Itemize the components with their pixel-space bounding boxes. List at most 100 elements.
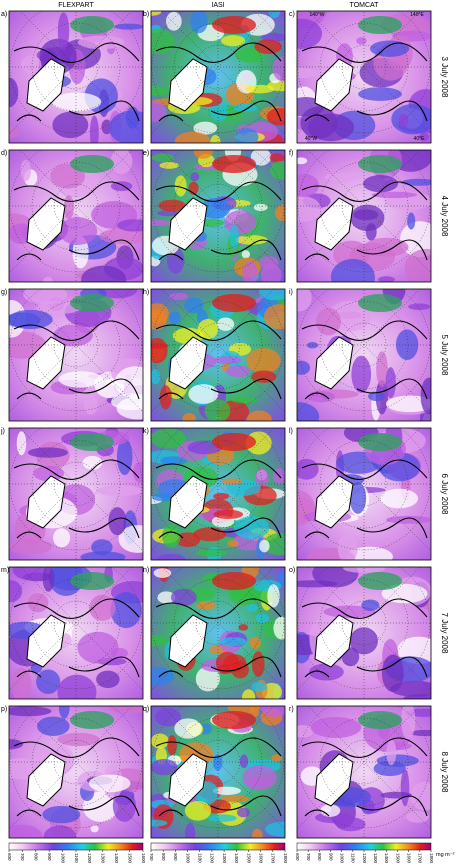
- concentration-blob: [57, 674, 97, 699]
- colorbar-tick-label: 1100: [74, 853, 79, 863]
- colorbar-tick-label: 800: [317, 853, 322, 861]
- colorbar-tick-label: 1500: [395, 853, 400, 864]
- concentration-blob: [407, 212, 416, 230]
- meridian: [151, 567, 275, 691]
- concentration-blob: [356, 37, 367, 45]
- colorbar: [296, 842, 432, 851]
- concentration-blob: [297, 128, 308, 143]
- colorbar-tick-label: 800: [161, 853, 166, 861]
- concentration-blob: [151, 635, 168, 647]
- coastline: [155, 598, 282, 678]
- colorbar-tick-label: 1300: [101, 853, 106, 864]
- concentration-blob: [151, 337, 168, 364]
- concentration-blob: [159, 385, 172, 410]
- concentration-blob: [151, 153, 175, 162]
- concentration-blob: [220, 795, 249, 803]
- plume: [358, 433, 403, 451]
- concentration-blob: [158, 199, 187, 212]
- concentration-blob: [330, 258, 375, 282]
- concentration-blob: [268, 11, 281, 19]
- latitude-circle: [341, 739, 387, 785]
- concentration-blob: [12, 567, 47, 581]
- concentration-blob: [51, 92, 102, 112]
- concentration-blob: [107, 706, 143, 714]
- concentration-blob: [99, 228, 143, 245]
- concentration-blob: [297, 173, 319, 198]
- concentration-blob: [297, 18, 323, 49]
- concentration-blob: [238, 624, 249, 631]
- latitude-circle: [53, 44, 99, 90]
- plume: [358, 155, 403, 173]
- concentration-blob: [263, 532, 285, 556]
- concentration-blob: [398, 113, 409, 128]
- panel-label: m): [1, 567, 9, 574]
- map-panel: [297, 567, 431, 699]
- concentration-blob: [371, 191, 418, 199]
- map-panel: [151, 150, 285, 282]
- concentration-blob: [350, 204, 385, 232]
- map-label: 140°E: [410, 12, 424, 18]
- concentration-blob: [83, 394, 98, 415]
- concentration-blob: [195, 666, 220, 692]
- latitude-circle: [195, 739, 241, 785]
- concentration-blob: [190, 172, 200, 182]
- concentration-blob: [193, 150, 213, 159]
- concentration-blob: [9, 77, 19, 108]
- concentration-blob: [215, 651, 240, 674]
- concentration-blob: [195, 549, 227, 557]
- latitude-circle: [195, 322, 241, 368]
- concentration-blob: [110, 647, 128, 659]
- concentration-blob: [27, 447, 69, 458]
- concentration-blob: [151, 309, 168, 330]
- concentration-blob: [246, 410, 272, 421]
- coastline: [301, 320, 428, 400]
- map-panel: [9, 706, 143, 838]
- map-panel: [297, 150, 431, 282]
- coastline: [155, 737, 282, 817]
- landmass: [26, 58, 66, 112]
- concentration-blob: [406, 810, 430, 823]
- meridian: [297, 11, 421, 135]
- meridian: [9, 11, 133, 135]
- concentration-blob: [310, 716, 362, 739]
- concentration-blob: [199, 723, 212, 735]
- coastline: [155, 181, 282, 261]
- concentration-blob: [193, 121, 218, 135]
- panel-label: l): [289, 428, 293, 435]
- panel-label: e): [143, 150, 149, 157]
- landmass: [314, 753, 354, 807]
- concentration-blob: [43, 825, 77, 838]
- concentration-blob: [57, 12, 70, 51]
- colorbar: [150, 842, 286, 851]
- panel-border: [296, 705, 432, 839]
- concentration-blob: [269, 160, 285, 180]
- concentration-blob: [204, 399, 231, 421]
- latitude-circle: [53, 322, 99, 368]
- concentration-blob: [297, 289, 312, 312]
- concentration-blob: [376, 351, 388, 387]
- concentration-blob: [37, 716, 70, 736]
- meridian: [161, 567, 285, 691]
- landmass: [168, 614, 208, 668]
- concentration-blob: [297, 580, 338, 588]
- landmass: [168, 336, 208, 390]
- panel-label: k): [143, 428, 149, 435]
- concentration-blob: [242, 261, 258, 282]
- concentration-blob: [368, 391, 386, 402]
- panel-label: j): [0, 428, 5, 435]
- concentration-blob: [250, 150, 272, 166]
- concentration-blob: [157, 210, 180, 217]
- concentration-blob: [58, 371, 103, 388]
- concentration-blob: [363, 175, 399, 193]
- concentration-blob: [378, 276, 395, 282]
- concentration-blob: [254, 39, 282, 55]
- meridian: [9, 150, 133, 274]
- concentration-blob: [221, 478, 243, 485]
- panel-border: [8, 705, 144, 839]
- concentration-blob: [117, 219, 143, 232]
- concentration-blob: [9, 538, 53, 555]
- concentration-blob: [385, 395, 431, 413]
- concentration-blob: [190, 11, 208, 34]
- meridian: [151, 11, 275, 135]
